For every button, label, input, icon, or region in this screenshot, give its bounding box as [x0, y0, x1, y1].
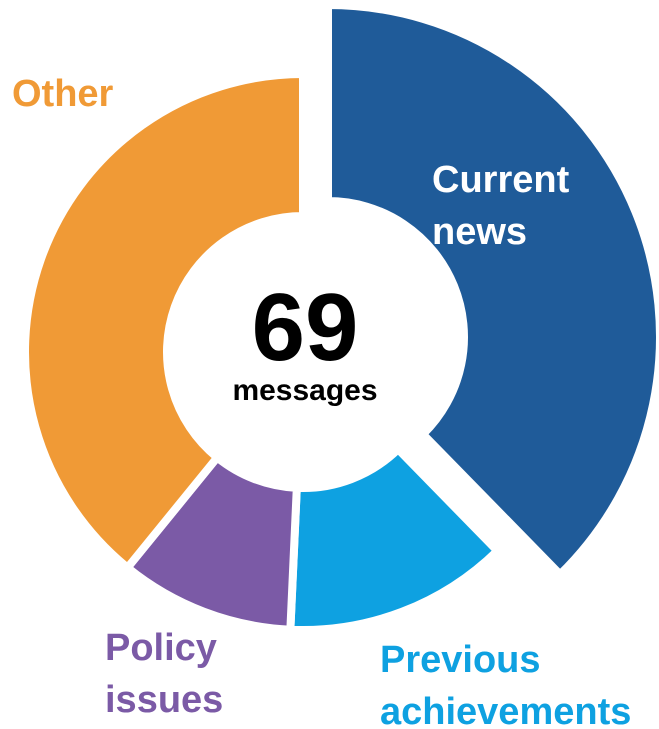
donut-hole: [167, 216, 439, 488]
slice-label: Policy issues: [105, 627, 223, 721]
slices: [21, 0, 659, 634]
slice-label: Previous achievements: [380, 639, 631, 729]
total-label: messages: [232, 374, 377, 407]
slice: [324, 0, 659, 581]
total-value: 69: [252, 274, 359, 381]
slice-label: Current news: [432, 159, 570, 253]
slice-label: Other: [12, 73, 114, 115]
